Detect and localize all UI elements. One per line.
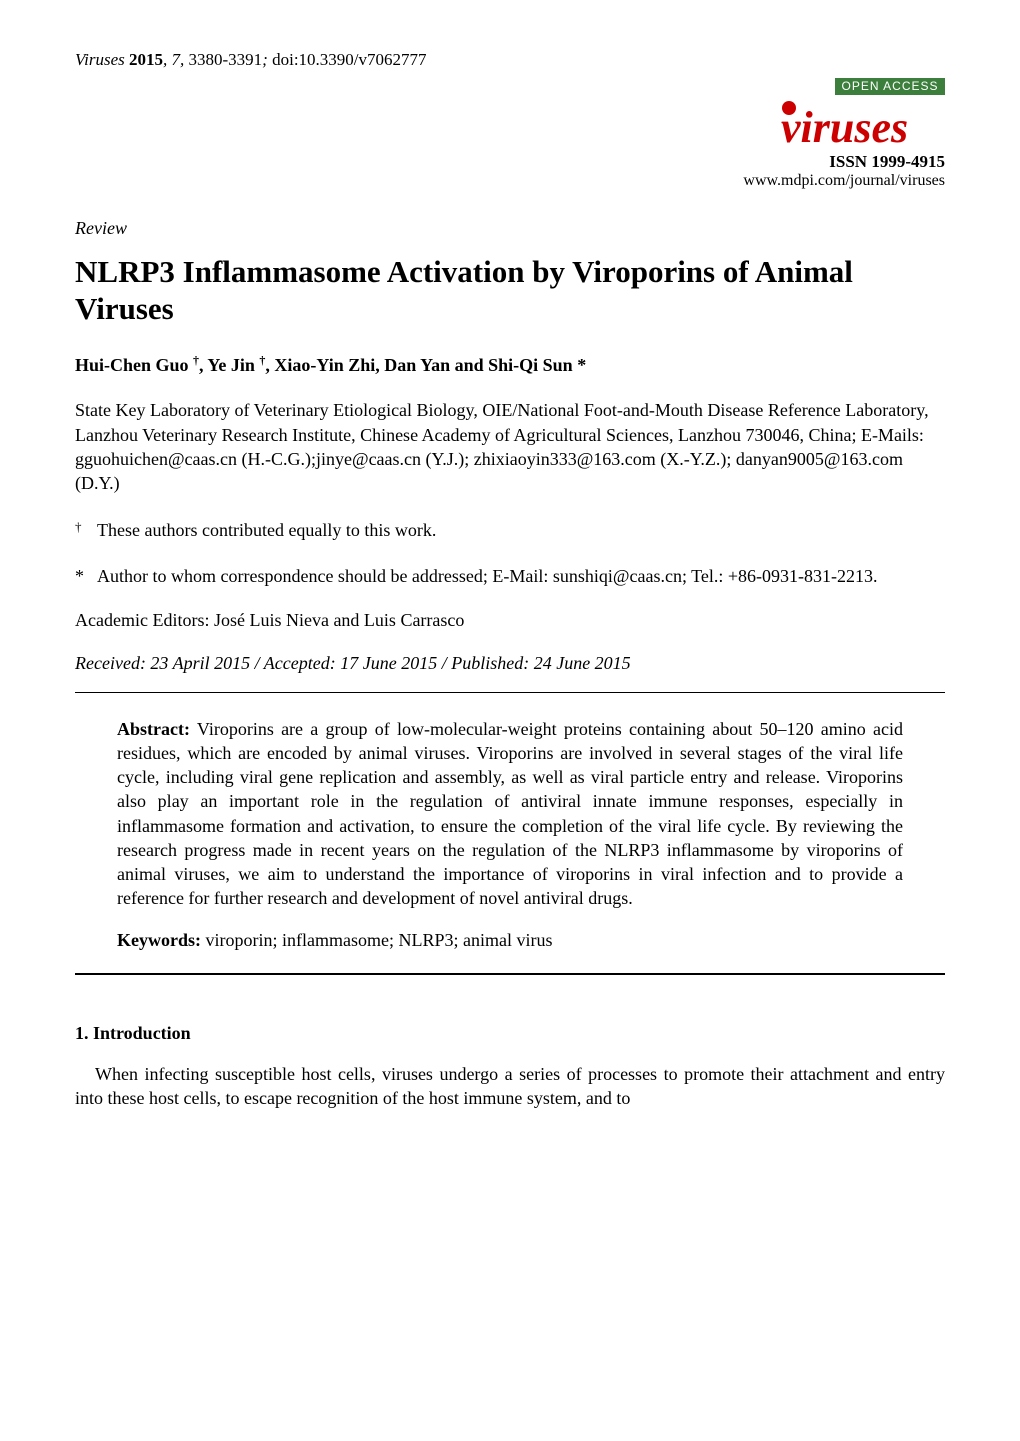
article-dates: Received: 23 April 2015 / Accepted: 17 J… — [75, 653, 945, 674]
keywords-label: Keywords: — [117, 930, 201, 950]
author: Ye Jin † — [207, 355, 265, 375]
footnote-marker: * — [75, 564, 97, 588]
section-heading: 1. Introduction — [75, 1023, 945, 1044]
editors-names: José Luis Nieva and Luis Carrasco — [214, 610, 464, 630]
abstract-block: Abstract: Viroporins are a group of low-… — [117, 717, 903, 910]
year: 2015 — [129, 50, 163, 69]
body-paragraph: When infecting susceptible host cells, v… — [75, 1062, 945, 1110]
keywords-block: Keywords: viroporin; inflammasome; NLRP3… — [117, 930, 903, 951]
issn: ISSN 1999-4915 — [743, 152, 945, 172]
page-range: 3380-3391 — [189, 50, 263, 69]
author: Shi-Qi Sun * — [488, 355, 586, 375]
academic-editors: Academic Editors: José Luis Nieva and Lu… — [75, 610, 945, 631]
bottom-rule — [75, 973, 945, 975]
footnote-text: These authors contributed equally to thi… — [97, 518, 436, 542]
abstract-label: Abstract: — [117, 719, 190, 739]
article-title: NLRP3 Inflammasome Activation by Viropor… — [75, 253, 945, 327]
journal-name: Viruses — [75, 50, 125, 69]
abstract-text: Abstract: Viroporins are a group of low-… — [117, 717, 903, 910]
author-list: Hui-Chen Guo †, Ye Jin †, Xiao-Yin Zhi, … — [75, 353, 945, 376]
abstract-body: Viroporins are a group of low-molecular-… — [117, 719, 903, 908]
author: Dan Yan — [384, 355, 450, 375]
article-type: Review — [75, 218, 945, 239]
corresponding-author-footnote: * Author to whom correspondence should b… — [75, 564, 945, 588]
top-rule — [75, 692, 945, 693]
svg-text:viruses: viruses — [781, 103, 908, 148]
journal-logo-icon: viruses — [775, 96, 945, 148]
volume: 7 — [172, 50, 181, 69]
keywords-body: viroporin; inflammasome; NLRP3; animal v… — [206, 930, 553, 950]
running-header: Viruses 2015, 7, 3380-3391; doi:10.3390/… — [75, 50, 945, 70]
keywords-text: Keywords: viroporin; inflammasome; NLRP3… — [117, 930, 903, 951]
journal-url: www.mdpi.com/journal/viruses — [743, 172, 945, 190]
footnote-text: Author to whom correspondence should be … — [97, 564, 877, 588]
author: Xiao-Yin Zhi — [274, 355, 375, 375]
editors-label: Academic Editors: — [75, 610, 209, 630]
open-access-badge: OPEN ACCESS — [835, 78, 945, 95]
author: Hui-Chen Guo † — [75, 355, 199, 375]
affiliation: State Key Laboratory of Veterinary Etiol… — [75, 398, 945, 495]
footnote-marker: † — [75, 518, 97, 542]
equal-contribution-footnote: † These authors contributed equally to t… — [75, 518, 945, 542]
doi: doi:10.3390/v7062777 — [272, 50, 426, 69]
journal-logo-block: viruses ISSN 1999-4915 www.mdpi.com/jour… — [743, 96, 945, 190]
